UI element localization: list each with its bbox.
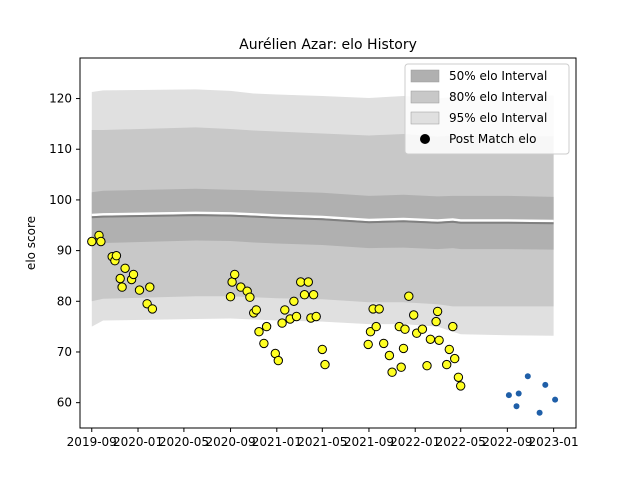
legend-label: Post Match elo	[449, 132, 536, 146]
forecast-point	[536, 409, 543, 416]
axes-frame	[79, 57, 577, 429]
post-match-point	[280, 305, 290, 315]
post-match-point	[225, 292, 236, 302]
post-match-point	[422, 361, 432, 371]
post-match-point	[254, 327, 264, 337]
legend: 50% elo Interval 80% elo Interval 95% elo …	[404, 63, 570, 155]
post-match-point	[425, 334, 436, 344]
x-tick-label: 2021-05	[297, 435, 347, 449]
post-match-point	[230, 269, 240, 280]
y-tick-label: 90	[57, 244, 72, 258]
post-match-point	[431, 316, 441, 327]
post-match-point	[115, 273, 125, 284]
post-match-point	[396, 362, 406, 372]
post-match-point	[398, 343, 409, 354]
legend-swatch	[410, 69, 440, 83]
post-match-point	[311, 311, 321, 322]
post-match-point	[145, 282, 155, 292]
forecast-point	[505, 392, 512, 399]
post-match-point	[251, 305, 261, 315]
x-tick-label: 2020-09	[205, 435, 255, 449]
post-match-point	[400, 324, 410, 334]
chart-title: Aurélien Azar: elo History	[239, 37, 417, 53]
post-match-point	[442, 359, 452, 370]
post-match-point	[289, 296, 299, 306]
x-tick-label: 2023-01	[529, 435, 579, 449]
legend-box	[404, 63, 570, 155]
y-tick-label: 100	[49, 193, 72, 207]
forecast-point	[552, 396, 559, 403]
legend-swatch	[410, 90, 440, 104]
post-match-point	[96, 236, 106, 247]
post-match-point	[245, 292, 255, 302]
post-match-point	[363, 339, 373, 350]
legend-label: 50% elo Interval	[449, 69, 547, 83]
post-match-point	[432, 306, 443, 317]
post-match-point	[384, 350, 395, 361]
y-tick-label: 60	[57, 396, 72, 410]
post-match-point	[273, 355, 283, 366]
post-match-point	[261, 321, 272, 332]
x-tick-label: 2019-09	[67, 435, 117, 449]
post-match-point	[303, 277, 313, 287]
y-tick-label: 120	[49, 92, 72, 106]
mean-highlight-line	[91, 211, 554, 223]
post-match-point	[291, 311, 302, 322]
x-tick-label: 2022-09	[482, 435, 532, 449]
post-match-point	[128, 269, 139, 280]
legend-label: 80% elo Interval	[449, 90, 547, 104]
mean-elo-line	[91, 214, 554, 225]
post-match-point	[379, 338, 389, 349]
post-match-point	[317, 344, 327, 355]
post-match-point	[308, 290, 319, 300]
post-match-point	[111, 251, 122, 261]
post-match-point	[120, 263, 130, 273]
x-tick-label: 2020-05	[159, 435, 209, 449]
post-match-point	[371, 321, 381, 332]
x-tick-label: 2021-01	[252, 435, 302, 449]
post-match-point	[299, 290, 310, 300]
post-match-point	[448, 321, 458, 332]
legend-swatch	[410, 111, 440, 125]
post-match-point	[404, 291, 414, 301]
x-tick-label: 2022-05	[436, 435, 486, 449]
post-match-point	[117, 282, 127, 292]
post-match-point	[453, 372, 464, 382]
forecast-point	[524, 373, 531, 380]
legend-marker	[420, 134, 430, 144]
axes: 2019-092020-012020-052020-092021-012021-…	[49, 57, 579, 449]
post-match-point	[320, 359, 330, 370]
x-tick-label: 2020-01	[113, 435, 163, 449]
y-axis-label: elo score	[24, 216, 38, 270]
x-tick-label: 2021-09	[344, 435, 394, 449]
y-tick-label: 110	[49, 142, 72, 156]
post-match-point	[444, 344, 454, 355]
post-match-point	[259, 338, 269, 349]
post-match-point	[409, 310, 419, 320]
post-match-point	[417, 324, 428, 334]
post-match-point	[434, 335, 444, 345]
post-match-point	[387, 367, 397, 377]
forecast-point	[542, 381, 549, 388]
post-match-point	[134, 285, 145, 295]
post-match-point	[374, 304, 384, 314]
y-tick-label: 80	[57, 294, 72, 308]
forecast-point	[513, 403, 520, 410]
post-match-point	[456, 381, 466, 391]
post-match-point	[277, 318, 287, 328]
legend-label: 95% elo Interval	[449, 111, 547, 125]
x-tick-label: 2022-01	[390, 435, 440, 449]
post-match-point	[450, 353, 460, 364]
post-match-point	[87, 236, 97, 247]
y-tick-label: 70	[57, 345, 72, 359]
forecast-point	[515, 390, 522, 397]
post-match-point	[147, 304, 158, 314]
